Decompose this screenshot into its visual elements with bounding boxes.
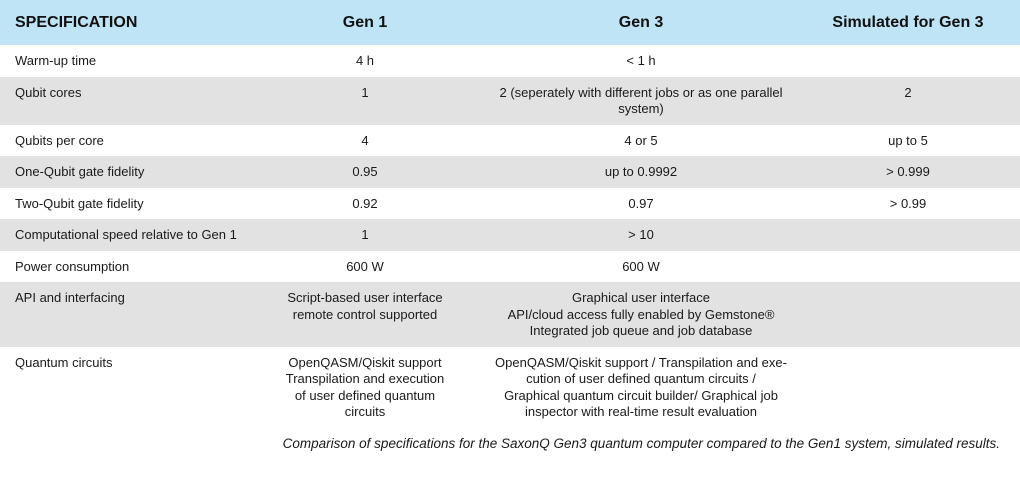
- spec-label: Two-Qubit gate fidelity: [15, 195, 144, 211]
- simulated-value: [796, 219, 1020, 251]
- spec-table: SPECIFICATION Gen 1 Gen 3 Simulated for …: [0, 0, 1020, 428]
- table-row: Quantum circuits OpenQASM/Qiskit support…: [0, 347, 1020, 428]
- spec-label: One-Qubit gate fidelity: [0, 156, 244, 188]
- gen3-value: 4 or 5: [624, 132, 658, 148]
- gen1-value: 0.95: [244, 156, 486, 188]
- simulated-value: > 0.999: [796, 156, 1020, 188]
- spec-label: Quantum circuits: [15, 354, 113, 370]
- table-row: Power consumption 600 W 600 W: [0, 251, 1020, 283]
- table-row: Qubits per core 4 4 or 5 up to 5: [0, 125, 1020, 157]
- gen1-value: OpenQASM/Qiskit support Transpilation an…: [285, 354, 445, 420]
- gen3-value: 0.97: [628, 195, 654, 211]
- spec-label: Computational speed relative to Gen 1: [0, 219, 244, 251]
- simulated-value: [796, 347, 1020, 428]
- table-row: One-Qubit gate fidelity 0.95 up to 0.999…: [0, 156, 1020, 188]
- table-row: Computational speed relative to Gen 1 1 …: [0, 219, 1020, 251]
- simulated-value: up to 5: [888, 132, 928, 148]
- gen3-value: < 1 h: [626, 53, 656, 68]
- table-row: Two-Qubit gate fidelity 0.92 0.97 > 0.99: [0, 188, 1020, 220]
- simulated-value: > 0.99: [889, 195, 927, 211]
- gen3-value: up to 0.9992: [486, 156, 796, 188]
- simulated-value: [796, 282, 1020, 347]
- table-row: Qubit cores 1 2 (seperately with differe…: [0, 76, 1020, 125]
- simulated-value: 2: [796, 76, 1020, 125]
- gen3-value: > 10: [486, 219, 796, 251]
- gen1-value: 0.92: [352, 195, 378, 211]
- header-simulated-gen3: Simulated for Gen 3: [796, 0, 1020, 45]
- gen1-value: 4: [361, 132, 369, 148]
- table-row: Warm-up time 4 h < 1 h: [0, 45, 1020, 77]
- gen3-value: 600 W: [622, 258, 660, 274]
- simulated-value: [796, 45, 1020, 77]
- spec-label: Qubits per core: [15, 132, 104, 148]
- header-gen3: Gen 3: [486, 0, 796, 45]
- table-row: API and interfacing Script-based user in…: [0, 282, 1020, 347]
- gen3-value: 2 (seperately with different jobs or as …: [486, 76, 796, 125]
- spec-label: API and interfacing: [0, 282, 244, 347]
- header-row: SPECIFICATION Gen 1 Gen 3 Simulated for …: [0, 0, 1020, 45]
- spec-label: Warm-up time: [15, 53, 97, 68]
- header-gen1: Gen 1: [244, 0, 486, 45]
- gen1-value: 1: [244, 76, 486, 125]
- gen3-value: Graphical user interface API/cloud acces…: [486, 282, 796, 347]
- gen1-value: Script-based user interface remote contr…: [244, 282, 486, 347]
- gen3-value: OpenQASM/Qiskit support / Transpilation …: [495, 354, 787, 420]
- simulated-value: [796, 251, 1020, 283]
- table-caption: Comparison of specifications for the Sax…: [282, 436, 1000, 451]
- gen1-value: 600 W: [346, 258, 384, 274]
- spec-label: Power consumption: [15, 258, 130, 274]
- gen1-value: 4 h: [355, 53, 375, 68]
- header-specification: SPECIFICATION: [0, 0, 244, 45]
- gen1-value: 1: [244, 219, 486, 251]
- spec-label: Qubit cores: [0, 76, 244, 125]
